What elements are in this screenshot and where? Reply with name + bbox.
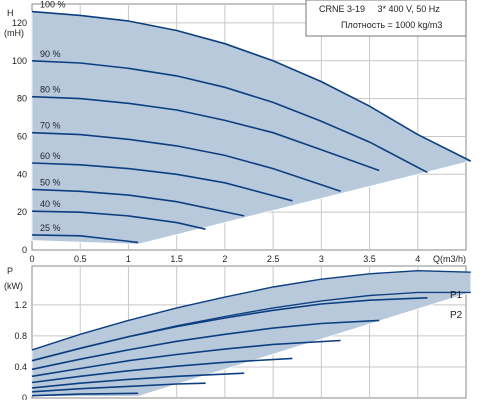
head-y-tick-label: 120 [12, 18, 27, 28]
head-curve-label-40: 40 % [40, 199, 61, 209]
head-panel: 0 20 40 60 80 100 120 0 0.5 1 1.5 2 2.5 3 3.5 4 100 % 9… [4, 0, 472, 264]
info-box-pump-model: CRNE 3-19 3* 400 V, 50 Hz [319, 4, 440, 14]
head-y-tick-label: 100 [12, 56, 27, 66]
power-curve-p1-80 [31, 319, 380, 371]
power-curve-p1-25 [31, 392, 139, 397]
head-curve-label-80: 80 % [40, 85, 61, 95]
power-y-tick-labels: 0 0.4 0.8 1.2 [14, 300, 27, 400]
head-x-tick-label: 1.5 [170, 254, 183, 264]
head-curve-50 [31, 188, 245, 217]
head-y-axis-unit: (mH) [4, 28, 24, 38]
head-curve-60 [31, 162, 293, 202]
power-y-axis-title: P [7, 266, 13, 276]
head-curve-label-25: 25 % [40, 223, 61, 233]
power-curve-p1-70 [31, 339, 341, 378]
head-x-tick-label: 2 [222, 254, 227, 264]
power-y-tick-label: 0.8 [14, 331, 27, 341]
head-x-tick-label: 0.5 [74, 254, 87, 264]
p2-curve-label: P2 [450, 310, 463, 321]
head-y-tick-label: 0 [22, 245, 27, 255]
head-y-tick-label: 60 [17, 131, 27, 141]
head-curve-80 [31, 95, 380, 172]
head-curve-label-60: 60 % [40, 151, 61, 161]
head-curve-25 [31, 234, 139, 244]
head-curve-40 [31, 210, 206, 230]
head-curve-90 [31, 60, 428, 174]
head-curve-100 [31, 10, 472, 162]
head-curve-label-50: 50 % [40, 177, 61, 187]
head-x-tick-labels: 0 0.5 1 1.5 2 2.5 3 3.5 4 [29, 254, 420, 264]
power-curves [31, 269, 471, 397]
head-x-axis-title: Q(m3/h) [433, 254, 466, 264]
info-box-frame [305, 0, 467, 37]
info-box: CRNE 3-19 3* 400 V, 50 Hz Плотность = 10… [305, 0, 467, 37]
head-curve-label-70: 70 % [40, 121, 61, 131]
head-curve-label-90: 90 % [40, 49, 61, 59]
head-curves [31, 10, 472, 244]
head-y-tick-label: 80 [17, 94, 27, 104]
head-y-tick-label: 20 [17, 207, 27, 217]
head-curve-labels: 100 % 90 % 80 % 70 % 60 % 50 % 40 % 25 % [40, 0, 66, 233]
power-y-tick-label: 0.4 [14, 362, 27, 372]
power-curve-p1-60 [31, 357, 293, 384]
head-y-tick-labels: 0 20 40 60 80 100 120 [12, 18, 27, 255]
power-y-axis-unit: (kW) [4, 281, 23, 291]
head-curve-70 [31, 131, 341, 193]
p1-curve-label: P1 [450, 290, 463, 301]
power-y-tick-label: 0 [22, 393, 27, 400]
power-y-tick-label: 1.2 [14, 300, 27, 310]
power-curve-p1-40 [31, 382, 206, 393]
power-curve-p1-50 [31, 372, 245, 389]
head-curve-label-100: 100 % [40, 0, 66, 10]
head-x-tick-label: 3.5 [363, 254, 376, 264]
head-x-tick-label: 1 [126, 254, 131, 264]
head-x-tick-label: 2.5 [267, 254, 280, 264]
head-y-axis-title: H [7, 8, 14, 18]
power-curve-p1-90 [31, 297, 428, 362]
info-box-density: Плотность = 1000 kg/m3 [341, 20, 442, 30]
head-y-tick-label: 40 [17, 169, 27, 179]
power-panel: 0 0.4 0.8 1.2 P (kW) P1 P2 [4, 265, 472, 400]
head-x-tick-label: 3 [319, 254, 324, 264]
head-x-tick-label: 4 [415, 254, 420, 264]
head-x-tick-label: 0 [29, 254, 34, 264]
power-curve-p1-100 [31, 269, 471, 351]
